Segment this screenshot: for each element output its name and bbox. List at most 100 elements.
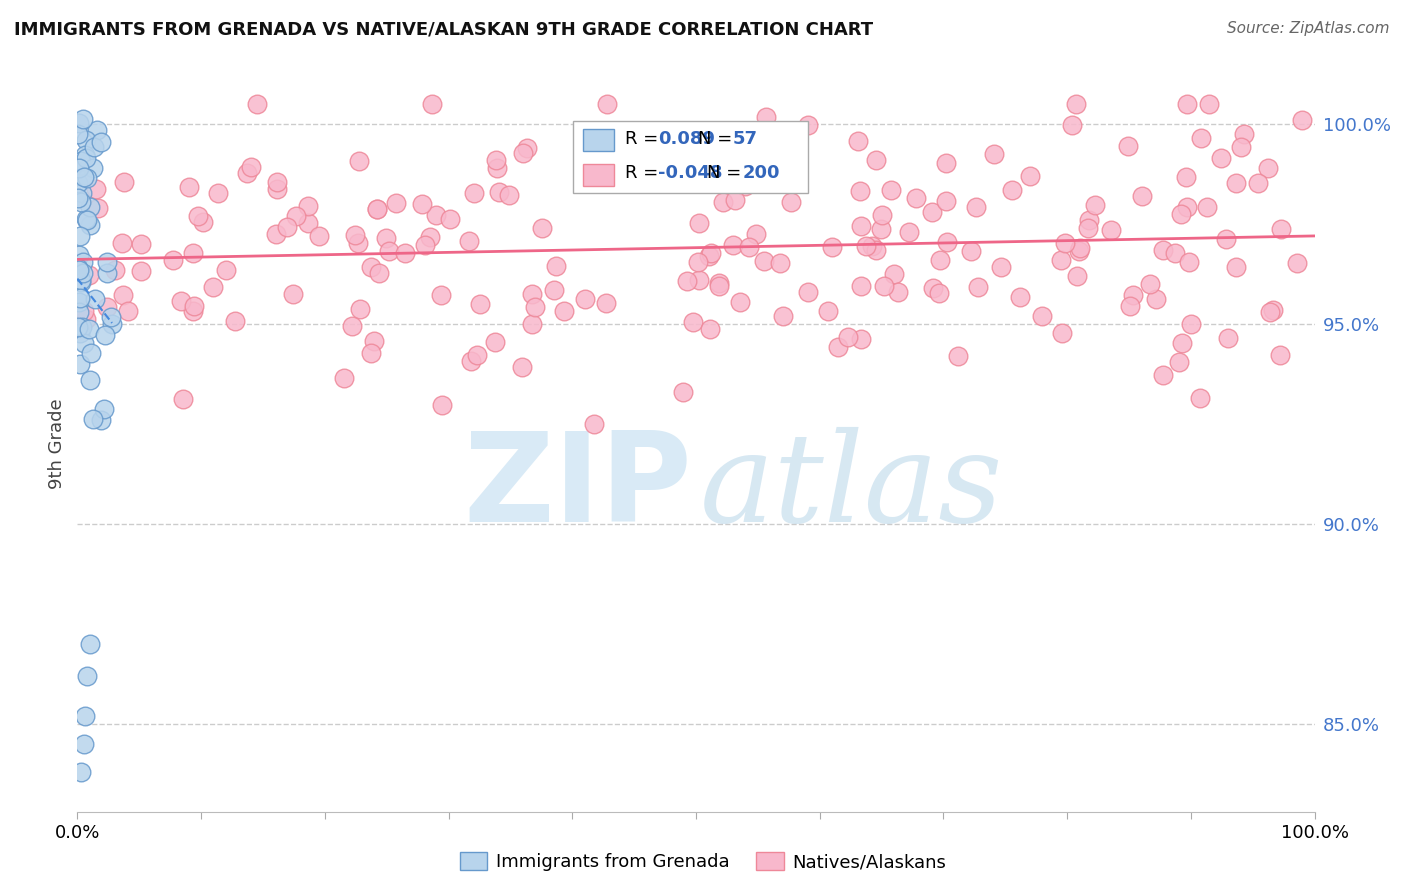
Point xyxy=(70,319,93,334)
Point xyxy=(1197,200,1219,214)
Point xyxy=(224,314,246,328)
Point xyxy=(276,220,298,235)
Point xyxy=(308,228,330,243)
Point xyxy=(1257,161,1279,175)
Point xyxy=(297,199,319,213)
Point xyxy=(1215,231,1237,245)
Point xyxy=(340,318,363,333)
Point xyxy=(672,385,695,400)
Point xyxy=(531,220,554,235)
Point xyxy=(1084,198,1107,212)
Point xyxy=(281,287,304,301)
Point xyxy=(349,301,371,316)
Text: N =: N = xyxy=(707,164,741,182)
Point xyxy=(77,268,100,282)
Point xyxy=(1167,355,1189,369)
Point xyxy=(378,244,401,258)
Point xyxy=(1225,177,1247,191)
Point xyxy=(837,330,859,344)
Point xyxy=(69,273,91,287)
Point xyxy=(72,304,94,318)
Point xyxy=(1198,96,1220,111)
Point xyxy=(686,255,709,269)
Point xyxy=(1152,368,1174,383)
Point xyxy=(187,210,209,224)
FancyBboxPatch shape xyxy=(583,164,614,186)
Point xyxy=(848,184,870,198)
Text: R =: R = xyxy=(626,164,658,182)
Point xyxy=(96,266,118,280)
Point xyxy=(66,160,89,174)
FancyBboxPatch shape xyxy=(583,129,614,151)
Point xyxy=(363,334,385,348)
Point xyxy=(67,116,90,130)
Point xyxy=(111,288,134,302)
Text: ZIP: ZIP xyxy=(464,427,692,549)
Point xyxy=(582,417,605,431)
Point xyxy=(484,334,506,349)
Point xyxy=(1049,252,1071,267)
Point xyxy=(734,178,756,193)
Point xyxy=(75,311,97,326)
Point xyxy=(439,211,461,226)
Point xyxy=(849,279,872,293)
Y-axis label: 9th Grade: 9th Grade xyxy=(48,399,66,489)
Point xyxy=(429,288,451,302)
Point xyxy=(904,191,927,205)
Point xyxy=(851,219,873,233)
Point xyxy=(172,392,194,406)
Point xyxy=(83,140,105,154)
Point xyxy=(67,248,90,262)
Point xyxy=(463,186,485,201)
Point xyxy=(111,236,134,251)
Point xyxy=(1268,348,1291,362)
Point xyxy=(699,321,721,335)
Point xyxy=(93,401,115,416)
Point xyxy=(1122,288,1144,302)
Point xyxy=(948,349,970,363)
Point xyxy=(236,166,259,180)
Point xyxy=(76,669,98,683)
Point xyxy=(1060,118,1083,132)
Point xyxy=(75,212,97,227)
Point xyxy=(1175,200,1198,214)
Point xyxy=(865,153,887,167)
Point xyxy=(82,412,104,426)
Point xyxy=(468,296,491,310)
Point xyxy=(1233,128,1256,142)
Point xyxy=(688,216,710,230)
Point xyxy=(745,227,768,242)
Text: 0.089: 0.089 xyxy=(658,130,714,148)
Point xyxy=(990,260,1012,275)
Point xyxy=(67,262,90,277)
Point xyxy=(77,322,100,336)
Point xyxy=(983,147,1005,161)
Point xyxy=(346,236,368,251)
Text: N =: N = xyxy=(697,130,733,148)
Point xyxy=(485,161,508,176)
Point xyxy=(191,215,214,229)
Point xyxy=(596,96,619,111)
Point xyxy=(1285,256,1308,270)
Point xyxy=(524,300,547,314)
Point xyxy=(1189,130,1212,145)
Text: -0.048: -0.048 xyxy=(658,164,723,182)
Point xyxy=(928,286,950,301)
Point xyxy=(285,209,308,223)
Point xyxy=(117,304,139,318)
Point xyxy=(411,197,433,211)
Point xyxy=(394,246,416,260)
Point xyxy=(80,345,103,359)
Point xyxy=(183,299,205,313)
Point xyxy=(73,708,96,723)
Point xyxy=(66,176,89,190)
Point xyxy=(512,146,534,161)
Point xyxy=(75,151,97,165)
Point xyxy=(90,135,112,149)
Point xyxy=(79,201,101,215)
Point xyxy=(1066,268,1088,283)
Point xyxy=(935,194,957,208)
Point xyxy=(266,182,288,196)
Point xyxy=(797,285,820,299)
Point xyxy=(484,153,506,167)
